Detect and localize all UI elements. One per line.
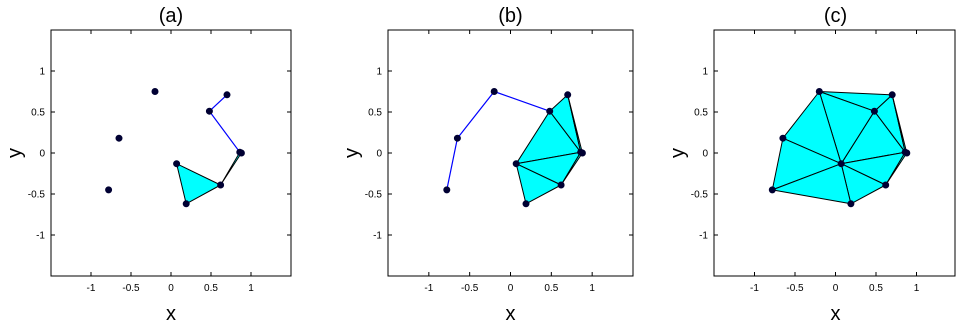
y-tick-label: -1 xyxy=(699,231,708,242)
data-point xyxy=(205,107,213,115)
x-axis-label: x xyxy=(831,303,841,325)
y-tick-label: -0.5 xyxy=(691,190,709,201)
y-tick-label: 0 xyxy=(702,149,708,160)
x-tick-label: 0.5 xyxy=(869,283,883,294)
data-point xyxy=(512,160,520,168)
x-tick-label: 0 xyxy=(508,283,514,294)
y-tick-label: -0.5 xyxy=(365,190,383,201)
x-axis-label: x xyxy=(166,303,176,325)
data-point xyxy=(151,88,159,95)
y-tick-label: 1 xyxy=(39,67,45,78)
x-tick-label: 0.5 xyxy=(544,283,558,294)
data-point xyxy=(453,134,461,142)
y-tick-label: -0.5 xyxy=(28,190,46,201)
y-axis-label: y xyxy=(667,148,689,158)
panel-c: -1 -0.5 0 0.5 1 1 0.5 0 -0.5 -1 (c) x y xyxy=(667,5,956,325)
data-point xyxy=(182,200,190,208)
y-tick-label: -1 xyxy=(373,231,382,242)
y-axis-label: y xyxy=(341,148,363,158)
data-point xyxy=(522,200,530,208)
y-tick-label: 0.5 xyxy=(368,108,382,119)
data-point xyxy=(115,134,123,142)
data-point xyxy=(557,181,565,189)
panel-title: (a) xyxy=(159,5,183,27)
x-tick-label: -0.5 xyxy=(786,283,804,294)
data-point xyxy=(173,160,181,168)
data-point xyxy=(870,107,878,115)
data-point xyxy=(237,149,245,157)
x-axis-label: x xyxy=(506,303,516,325)
data-point xyxy=(888,91,896,99)
panel-a: -1 -0.5 0 0.5 1 1 0.5 0 -0.5 -1 (a) x y xyxy=(4,5,292,325)
data-point xyxy=(779,134,787,142)
data-point xyxy=(564,91,572,99)
triangle xyxy=(176,163,222,205)
data-point xyxy=(223,91,231,99)
data-point xyxy=(578,149,586,157)
data-point xyxy=(105,186,113,194)
y-tick-label: 0 xyxy=(376,149,382,160)
y-tick-label: 0.5 xyxy=(694,108,708,119)
data-point xyxy=(837,160,845,168)
axes-frame xyxy=(387,29,634,277)
x-tick-label: 0.5 xyxy=(204,283,218,294)
y-tick-label: 1 xyxy=(376,67,382,78)
data-point xyxy=(443,186,451,194)
y-tick-label: 0.5 xyxy=(31,108,45,119)
axes-frame xyxy=(50,29,292,277)
x-tick-label: -0.5 xyxy=(122,283,140,294)
triangle xyxy=(515,163,562,205)
y-axis-label: y xyxy=(4,148,26,158)
triangle xyxy=(771,163,852,205)
panel-b: -1 -0.5 0 0.5 1 1 0.5 0 -0.5 -1 (b) x y xyxy=(341,5,634,325)
y-tick-label: 1 xyxy=(702,67,708,78)
x-tick-label: -0.5 xyxy=(461,283,479,294)
y-tick-label: -1 xyxy=(36,231,45,242)
x-tick-label: 0 xyxy=(168,283,174,294)
data-point xyxy=(546,107,554,115)
data-point xyxy=(217,181,225,189)
x-tick-label: 1 xyxy=(914,283,920,294)
x-tick-label: -1 xyxy=(87,283,96,294)
x-tick-label: -1 xyxy=(750,283,759,294)
data-point xyxy=(768,186,776,194)
data-point xyxy=(882,181,890,189)
front-path xyxy=(446,90,550,191)
data-point xyxy=(815,88,823,95)
y-tick-label: 0 xyxy=(39,149,45,160)
data-point xyxy=(490,88,498,95)
x-tick-label: 1 xyxy=(248,283,254,294)
x-tick-label: 0 xyxy=(833,283,839,294)
panel-title: (b) xyxy=(498,5,522,27)
panel-title: (c) xyxy=(824,5,847,27)
data-point xyxy=(903,149,911,157)
data-point xyxy=(847,200,855,208)
x-tick-label: 1 xyxy=(589,283,595,294)
x-tick-label: -1 xyxy=(424,283,433,294)
